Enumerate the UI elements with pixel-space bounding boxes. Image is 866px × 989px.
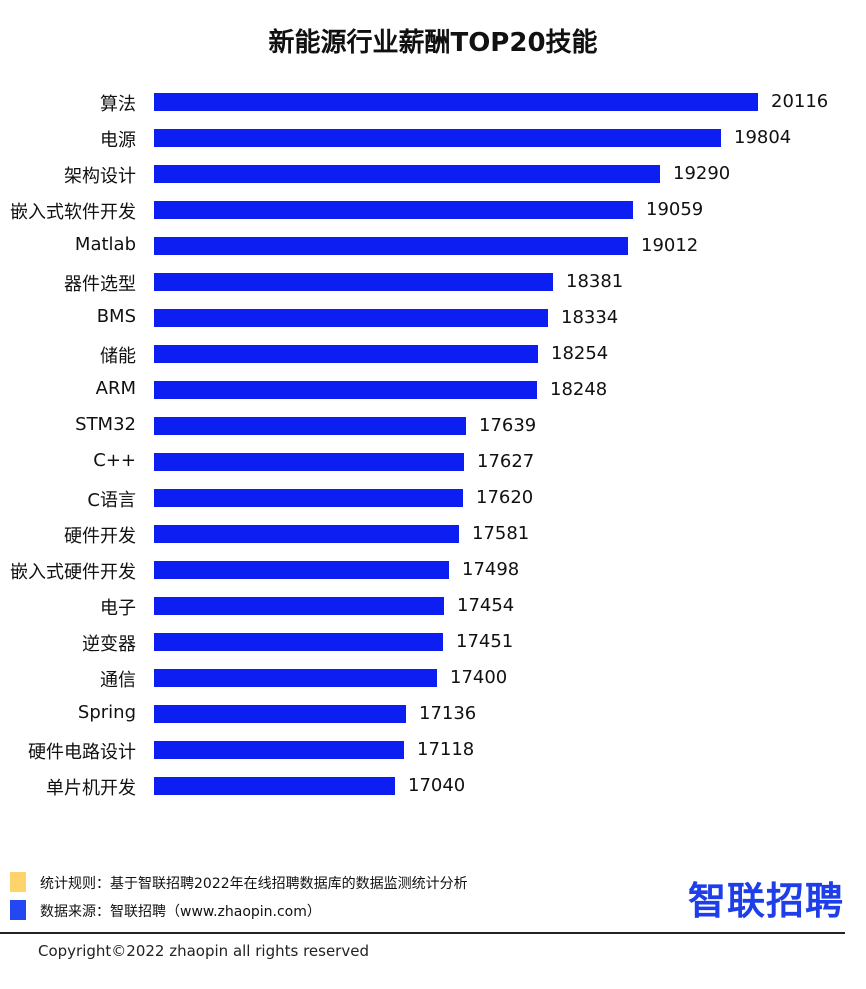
bar — [154, 705, 406, 723]
category-label: Spring — [77, 702, 136, 723]
value-label: 18248 — [550, 379, 608, 400]
bar-row: 储能 18254 — [0, 336, 866, 372]
value-label: 17498 — [462, 559, 520, 580]
category-label: 电源 — [100, 130, 136, 151]
bar-row: 通信 17400 — [0, 660, 866, 696]
value-label: 17136 — [419, 703, 477, 724]
category-label: C++ — [93, 450, 136, 471]
bar — [154, 597, 444, 615]
bar — [154, 165, 660, 183]
bar — [154, 741, 404, 759]
bar-row: BMS 18334 — [0, 300, 866, 336]
value-label: 18381 — [566, 271, 624, 292]
bar — [154, 93, 758, 111]
footer-divider — [0, 932, 845, 934]
bar — [154, 561, 449, 579]
bar-row: STM32 17639 — [0, 408, 866, 444]
value-label: 19059 — [646, 199, 704, 220]
legend-text: 数据来源：智联招聘（www.zhaopin.com） — [40, 904, 321, 920]
bar — [154, 417, 466, 435]
bar — [154, 633, 443, 651]
bar-row: 器件选型 18381 — [0, 264, 866, 300]
bar — [154, 345, 538, 363]
bar-row: ARM 18248 — [0, 372, 866, 408]
legend-swatch-blue — [10, 900, 26, 920]
category-label: 硬件电路设计 — [28, 742, 136, 763]
category-label: STM32 — [75, 414, 136, 435]
value-label: 17451 — [456, 631, 514, 652]
category-label: 通信 — [100, 670, 136, 691]
category-label: 架构设计 — [64, 166, 136, 187]
value-label: 17639 — [479, 415, 537, 436]
category-label: 嵌入式软件开发 — [10, 202, 136, 223]
category-label: 单片机开发 — [46, 778, 136, 799]
category-label: 逆变器 — [82, 634, 136, 655]
bar-row: Spring 17136 — [0, 696, 866, 732]
bar-row: C++ 17627 — [0, 444, 866, 480]
bar-row: C语言 17620 — [0, 480, 866, 516]
copyright-text: Copyright©2022 zhaopin all rights reserv… — [38, 942, 369, 960]
bar-row: 硬件开发 17581 — [0, 516, 866, 552]
value-label: 17627 — [477, 451, 535, 472]
legend-text: 统计规则：基于智联招聘2022年在线招聘数据库的数据监测统计分析 — [40, 876, 468, 892]
value-label: 19804 — [734, 127, 792, 148]
bar — [154, 381, 537, 399]
category-label: 硬件开发 — [64, 526, 136, 547]
legend-swatch-yellow — [10, 872, 26, 892]
category-label: 算法 — [100, 94, 136, 115]
bar — [154, 777, 395, 795]
bar — [154, 525, 459, 543]
bar-row: 硬件电路设计 17118 — [0, 732, 866, 768]
bar-row: 嵌入式硬件开发 17498 — [0, 552, 866, 588]
value-label: 17581 — [472, 523, 530, 544]
bar — [154, 201, 633, 219]
bar — [154, 669, 437, 687]
value-label: 17118 — [417, 739, 475, 760]
category-label: 电子 — [100, 598, 136, 619]
value-label: 17400 — [450, 667, 508, 688]
bar — [154, 129, 721, 147]
category-label: BMS — [96, 306, 136, 327]
value-label: 17040 — [408, 775, 466, 796]
bar-row: 电源 19804 — [0, 120, 866, 156]
value-label: 19012 — [641, 235, 699, 256]
category-label: 嵌入式硬件开发 — [10, 562, 136, 583]
bar-row: 单片机开发 17040 — [0, 768, 866, 804]
bar — [154, 309, 548, 327]
value-label: 18254 — [551, 343, 609, 364]
bar-row: 电子 17454 — [0, 588, 866, 624]
category-label: 储能 — [100, 346, 136, 367]
value-label: 20116 — [771, 91, 829, 112]
category-label: ARM — [95, 378, 136, 399]
bar-row: 架构设计 19290 — [0, 156, 866, 192]
category-label: 器件选型 — [64, 274, 136, 295]
bar — [154, 453, 464, 471]
category-label: Matlab — [74, 234, 136, 255]
bar — [154, 489, 463, 507]
value-label: 19290 — [673, 163, 731, 184]
bar-row: 算法 20116 — [0, 84, 866, 120]
bar-row: 逆变器 17451 — [0, 624, 866, 660]
bar — [154, 273, 553, 291]
category-label: C语言 — [87, 490, 136, 511]
chart-title: 新能源行业薪酬TOP20技能 — [268, 28, 598, 58]
bar — [154, 237, 628, 255]
value-label: 17454 — [457, 595, 515, 616]
value-label: 17620 — [476, 487, 534, 508]
value-label: 18334 — [561, 307, 619, 328]
bar-row: Matlab 19012 — [0, 228, 866, 264]
bar-row: 嵌入式软件开发 19059 — [0, 192, 866, 228]
zhaopin-logo: 智联招聘 — [688, 879, 845, 923]
